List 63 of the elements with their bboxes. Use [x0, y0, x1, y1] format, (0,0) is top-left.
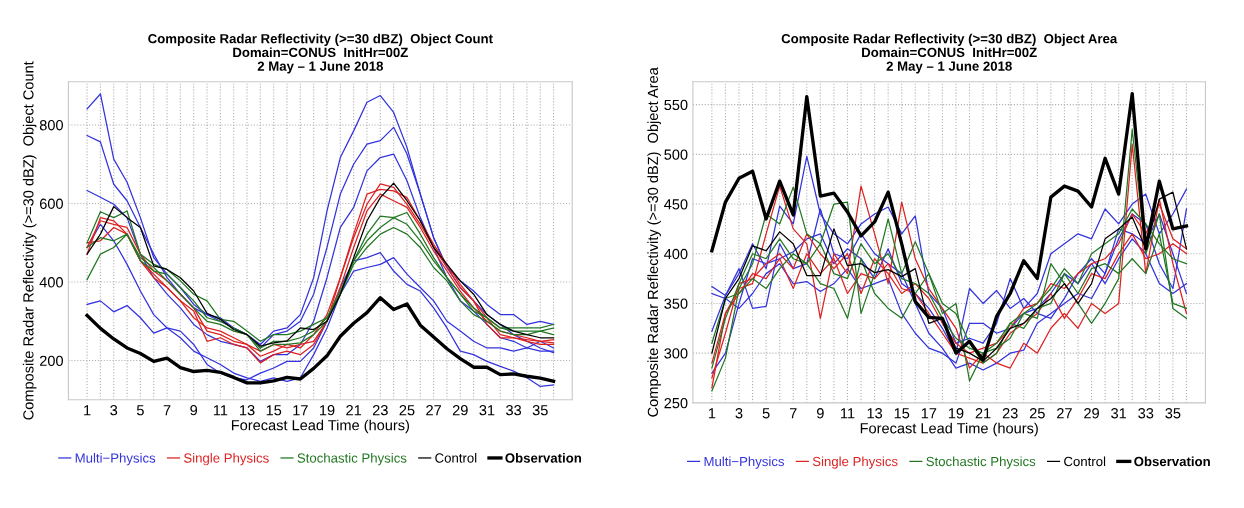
- x-tick-label: 19: [948, 408, 964, 419]
- legend-label: Stochastic Physics: [297, 453, 407, 466]
- y-tick-label: 350: [664, 298, 688, 309]
- legend-label: Multi−Physics: [75, 453, 156, 466]
- legend-label: Observation: [1134, 456, 1210, 467]
- legend-label: Multi−Physics: [704, 456, 785, 469]
- x-tick-label: 35: [532, 405, 548, 416]
- x-tick-label: 25: [399, 405, 415, 416]
- x-tick-label: 17: [921, 408, 937, 419]
- x-axis-title: Forecast Lead Time (hours): [860, 422, 1038, 437]
- x-tick-label: 7: [163, 405, 171, 416]
- x-tick-label: 35: [1165, 408, 1181, 419]
- x-tick-label: 17: [293, 405, 308, 416]
- y-tick-label: 400: [664, 248, 688, 260]
- x-tick-label: 13: [240, 405, 255, 416]
- x-tick-label: 19: [320, 405, 335, 416]
- x-tick-label: 13: [867, 408, 883, 419]
- y-tick-label: 300: [664, 348, 688, 359]
- x-tick-label: 11: [841, 408, 855, 419]
- y-tick-label: 800: [39, 120, 63, 131]
- x-tick-label: 3: [735, 408, 743, 419]
- legend-label: Single Physics: [184, 453, 269, 466]
- y-tick-label: 400: [39, 277, 63, 288]
- legend-label: Single Physics: [812, 456, 898, 469]
- x-tick-label: 9: [190, 405, 198, 416]
- x-tick-label: 9: [816, 408, 824, 419]
- x-tick-label: 31: [1111, 408, 1127, 419]
- y-tick-label: 550: [664, 99, 688, 111]
- legend-label: Observation: [505, 453, 582, 463]
- x-tick-label: 29: [1084, 408, 1099, 419]
- x-tick-label: 23: [1002, 408, 1018, 419]
- x-tick-label: 21: [346, 405, 362, 416]
- x-tick-label: 31: [479, 405, 495, 416]
- y-tick-label: 250: [664, 397, 688, 409]
- x-tick-label: 5: [136, 405, 144, 416]
- legend-label: Control: [1064, 456, 1106, 467]
- x-axis-title: Forecast Lead Time (hours): [231, 419, 409, 434]
- x-tick-label: 1: [708, 408, 716, 419]
- x-tick-label: 33: [506, 405, 522, 416]
- y-tick-label: 600: [39, 198, 63, 209]
- x-tick-label: 29: [452, 405, 468, 416]
- legend-label: Stochastic Physics: [926, 456, 1036, 469]
- chart-title: Composite Radar Reflectivity (>=30 dBZ) Object Count Domain=CONUS InitHr=00Z 2 May – 1 June 2018: [148, 33, 493, 74]
- y-axis-title: Composite Radar Reflectivity (>=30 dBZ) Object Area: [647, 67, 661, 417]
- legend-label: Control: [435, 453, 477, 463]
- x-tick-label: 1: [84, 405, 91, 416]
- x-tick-label: 3: [110, 405, 118, 416]
- x-tick-label: 11: [213, 405, 228, 416]
- x-tick-label: 7: [789, 408, 797, 419]
- y-tick-label: 450: [664, 199, 688, 210]
- x-tick-label: 25: [1029, 408, 1045, 419]
- y-axis-title: Composite Radar Reflectivity (>=30 dBZ) Object Count: [22, 61, 37, 420]
- x-tick-label: 21: [975, 408, 991, 419]
- chart-title: Composite Radar Reflectivity (>=30 dBZ) Object Area Domain=CONUS InitHr=00Z 2 May – 1 June 2018: [781, 33, 1118, 74]
- y-tick-label: 500: [664, 149, 688, 160]
- x-tick-label: 15: [894, 408, 910, 419]
- x-tick-label: 5: [762, 408, 770, 419]
- x-tick-label: 33: [1138, 408, 1154, 419]
- x-tick-label: 23: [372, 405, 388, 416]
- x-tick-label: 15: [266, 405, 282, 416]
- x-tick-label: 27: [1057, 408, 1072, 419]
- x-tick-label: 27: [426, 405, 441, 416]
- y-tick-label: 200: [39, 355, 63, 366]
